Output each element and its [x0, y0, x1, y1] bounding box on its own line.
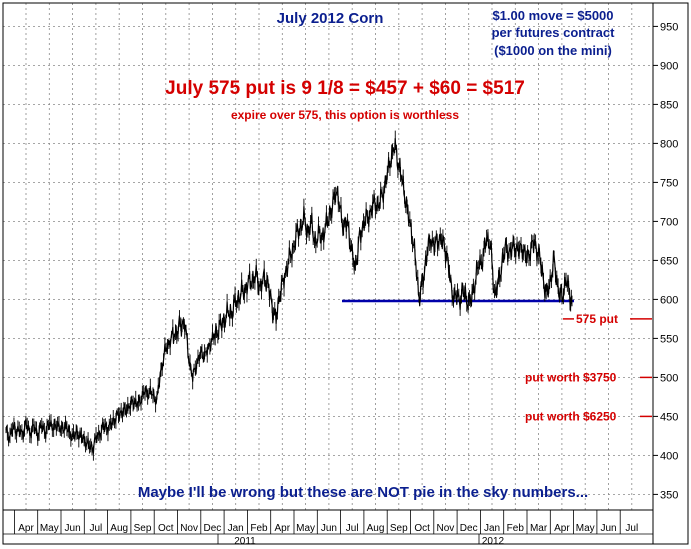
x-tick-label: Sep	[134, 523, 152, 534]
x-tick-label: Aug	[367, 523, 385, 534]
x-tick-label: Dec	[460, 523, 478, 534]
y-tick-label: 850	[660, 99, 678, 111]
x-axis: Apr May Jun Jul Aug Sep Oct Nov Dec Jan Feb Apr May J…	[3, 510, 653, 544]
x-tick-label: Oct	[158, 523, 174, 534]
x-tick-label: Apr	[18, 523, 34, 534]
annotation-label: put worth $6250	[525, 409, 617, 423]
footer-text: Maybe I'll be wrong but these are NOT pi…	[138, 484, 588, 501]
chart-title: July 2012 Corn	[277, 10, 384, 27]
x-tick-label: Apr	[554, 523, 570, 534]
y-tick-label: 450	[660, 411, 678, 423]
annotations: 575 put put worth $3750 put worth $6250	[525, 312, 652, 423]
x-tick-label: May	[576, 523, 595, 534]
y-tick-label: 350	[660, 489, 678, 501]
year-label-2011: 2011	[234, 536, 256, 547]
x-tick-label: Aug	[110, 523, 128, 534]
y-axis-frame	[652, 2, 689, 545]
x-tick-label: Jul	[625, 523, 638, 534]
y-tick-label: 550	[660, 333, 678, 345]
headline: July 575 put is 9 1/8 = $457 + $60 = $51…	[165, 78, 525, 99]
y-tick-label: 700	[660, 216, 678, 228]
y-tick-label: 600	[660, 294, 678, 306]
x-tick-label: Nov	[180, 523, 198, 534]
series-group	[5, 130, 573, 461]
y-tick-label: 950	[660, 21, 678, 33]
x-tick-label: Jun	[600, 523, 616, 534]
subtitle-line-3: ($1000 on the mini)	[494, 43, 612, 58]
x-tick-label: Feb	[507, 523, 525, 534]
x-tick-label: Jul	[346, 523, 359, 534]
annotation-label: 575 put	[576, 312, 618, 326]
subtitle-line-1: $1.00 move = $5000	[492, 8, 613, 23]
y-tick-label: 650	[660, 255, 678, 267]
x-tick-label: Sep	[390, 523, 408, 534]
grid	[3, 3, 653, 510]
x-tick-label: Dec	[204, 523, 222, 534]
x-tick-label: May	[296, 523, 315, 534]
x-tick-label: Jan	[484, 523, 500, 534]
y-axis: 350 400 450 500 550 600 650 700 750 800 850 900 950	[653, 21, 678, 501]
x-tick-label: Jun	[321, 523, 337, 534]
x-tick-label: Oct	[414, 523, 430, 534]
y-tick-label: 750	[660, 177, 678, 189]
x-tick-label: Jan	[228, 523, 244, 534]
x-tick-label: May	[40, 523, 59, 534]
price-series-line	[5, 138, 573, 454]
annotation-label: put worth $3750	[525, 370, 617, 384]
y-tick-label: 400	[660, 450, 678, 462]
y-tick-label: 500	[660, 372, 678, 384]
x-tick-label: Apr	[275, 523, 291, 534]
x-tick-label: Nov	[437, 523, 455, 534]
x-tick-label: Jun	[65, 523, 81, 534]
year-label-2012: 2012	[482, 536, 505, 547]
y-tick-label: 800	[660, 138, 678, 150]
subtitle-line-2: per futures contract	[492, 25, 615, 40]
x-tick-label: Jul	[90, 523, 103, 534]
x-tick-label: Feb	[250, 523, 268, 534]
note: expire over 575, this option is worthles…	[231, 108, 459, 122]
x-tick-label: Mar	[530, 523, 548, 534]
y-tick-label: 900	[660, 60, 678, 72]
